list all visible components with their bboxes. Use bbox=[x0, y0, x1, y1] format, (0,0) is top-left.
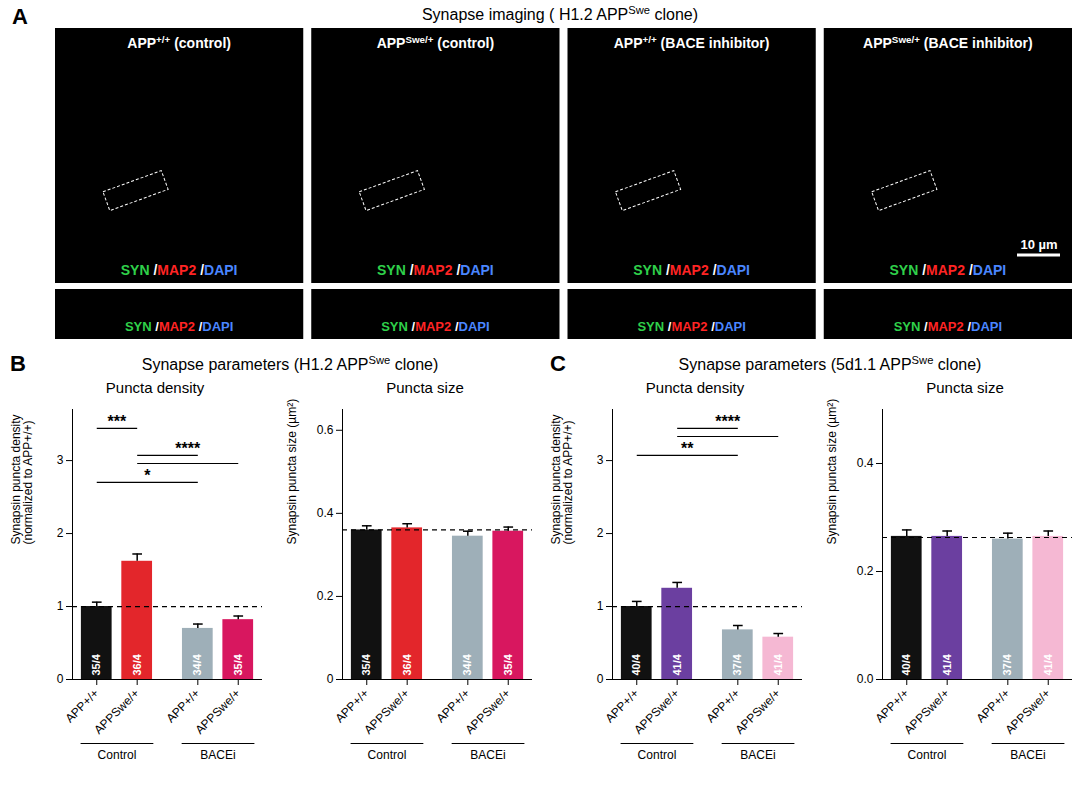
svg-text:SYN /MAP2 /DAPI: SYN /MAP2 /DAPI bbox=[381, 319, 489, 334]
svg-text:0.4: 0.4 bbox=[857, 456, 874, 470]
svg-text:BACEi: BACEi bbox=[200, 748, 235, 762]
html-text:Puncta density: Puncta density bbox=[105, 379, 205, 396]
svg-text:3: 3 bbox=[57, 453, 64, 467]
svg-text:37/4: 37/4 bbox=[731, 653, 743, 675]
svg-text:0: 0 bbox=[597, 672, 604, 686]
svg-text:Synapse imaging ( H1.2 APPSwe: Synapse imaging ( H1.2 APPSwe clone) bbox=[422, 4, 698, 23]
svg-text:41/4: 41/4 bbox=[671, 653, 683, 675]
svg-text:1: 1 bbox=[597, 599, 604, 613]
svg-text:2: 2 bbox=[597, 526, 604, 540]
svg-text:SYN /MAP2 /DAPI: SYN /MAP2 /DAPI bbox=[121, 262, 238, 278]
html-text:Puncta density: Puncta density bbox=[645, 379, 745, 396]
svg-text:36/4: 36/4 bbox=[131, 653, 143, 675]
html-text:B: B bbox=[10, 351, 26, 376]
svg-text:APPSwe/+: APPSwe/+ bbox=[631, 686, 682, 737]
svg-text:APP+/+: APP+/+ bbox=[433, 686, 472, 725]
svg-text:Control: Control bbox=[98, 748, 137, 762]
svg-text:APPSwe/+ (BACE inhibitor): APPSwe/+ (BACE inhibitor) bbox=[863, 34, 1033, 52]
svg-text:APP+/+: APP+/+ bbox=[332, 686, 371, 725]
svg-text:0: 0 bbox=[327, 672, 334, 686]
svg-text:34/4: 34/4 bbox=[191, 653, 203, 675]
svg-text:36/4: 36/4 bbox=[401, 653, 413, 675]
svg-text:APP+/+ (BACE inhibitor): APP+/+ (BACE inhibitor) bbox=[614, 34, 770, 52]
html-text:Synapse parameters (H1.2 APPSw: Synapse parameters (H1.2 APPSweclone) bbox=[141, 353, 439, 374]
svg-text:35/4: 35/4 bbox=[232, 653, 244, 675]
svg-text:BACEi: BACEi bbox=[1010, 748, 1045, 762]
svg-text:APPSwe/+: APPSwe/+ bbox=[91, 686, 142, 737]
svg-text:Control: Control bbox=[638, 748, 677, 762]
svg-text:A: A bbox=[12, 4, 28, 29]
svg-text:41/4: 41/4 bbox=[1042, 653, 1054, 675]
svg-text:0.0: 0.0 bbox=[857, 672, 874, 686]
svg-text:APP+/+: APP+/+ bbox=[973, 686, 1012, 725]
svg-text:35/4: 35/4 bbox=[502, 653, 514, 675]
svg-text:APP+/+: APP+/+ bbox=[703, 686, 742, 725]
svg-text:0.2: 0.2 bbox=[857, 564, 874, 578]
svg-text:APP+/+: APP+/+ bbox=[872, 686, 911, 725]
svg-text:APP+/+: APP+/+ bbox=[163, 686, 202, 725]
svg-text:0.4: 0.4 bbox=[317, 506, 334, 520]
svg-text:APPSwe/+: APPSwe/+ bbox=[361, 686, 412, 737]
svg-text:***: *** bbox=[108, 413, 127, 430]
svg-text:Synapsin puncta density(normal: Synapsin puncta density(normalized to AP… bbox=[9, 414, 35, 544]
svg-text:SYN /MAP2 /DAPI: SYN /MAP2 /DAPI bbox=[633, 262, 750, 278]
svg-text:SYN /MAP2 /DAPI: SYN /MAP2 /DAPI bbox=[894, 319, 1002, 334]
svg-text:BACEi: BACEi bbox=[740, 748, 775, 762]
svg-text:****: **** bbox=[715, 413, 741, 430]
svg-text:0.6: 0.6 bbox=[317, 423, 334, 437]
html-text:C: C bbox=[550, 351, 566, 376]
svg-text:APPSwe/+: APPSwe/+ bbox=[901, 686, 952, 737]
svg-text:0.2: 0.2 bbox=[317, 589, 334, 603]
svg-text:SYN /MAP2 /DAPI: SYN /MAP2 /DAPI bbox=[125, 319, 233, 334]
svg-text:Control: Control bbox=[908, 748, 947, 762]
svg-text:*: * bbox=[144, 467, 151, 484]
svg-text:SYN /MAP2 /DAPI: SYN /MAP2 /DAPI bbox=[637, 319, 745, 334]
svg-text:0: 0 bbox=[57, 672, 64, 686]
html-text:Puncta size: Puncta size bbox=[386, 379, 464, 396]
svg-text:Control: Control bbox=[368, 748, 407, 762]
svg-text:35/4: 35/4 bbox=[90, 653, 102, 675]
svg-text:****: **** bbox=[175, 440, 201, 457]
svg-text:APPSwe/+ (control): APPSwe/+ (control) bbox=[377, 34, 495, 52]
svg-text:SYN /MAP2 /DAPI: SYN /MAP2 /DAPI bbox=[890, 262, 1007, 278]
html-text:Synapse parameters (5d1.1 APPS: Synapse parameters (5d1.1 APPSweclone) bbox=[678, 353, 982, 374]
svg-text:2: 2 bbox=[57, 526, 64, 540]
svg-text:Synapsin puncta size (µm²): Synapsin puncta size (µm²) bbox=[825, 399, 839, 545]
svg-text:APPSwe/+: APPSwe/+ bbox=[192, 686, 243, 737]
svg-text:41/4: 41/4 bbox=[941, 653, 953, 675]
svg-text:35/4: 35/4 bbox=[360, 653, 372, 675]
svg-text:1: 1 bbox=[57, 599, 64, 613]
svg-text:APP+/+ (control): APP+/+ (control) bbox=[127, 34, 231, 52]
svg-text:41/4: 41/4 bbox=[772, 653, 784, 675]
svg-text:APPSwe/+: APPSwe/+ bbox=[1002, 686, 1053, 737]
svg-text:APP+/+: APP+/+ bbox=[62, 686, 101, 725]
svg-text:40/4: 40/4 bbox=[630, 653, 642, 675]
svg-text:APP+/+: APP+/+ bbox=[602, 686, 641, 725]
svg-text:Synapsin puncta size (µm²): Synapsin puncta size (µm²) bbox=[285, 399, 299, 545]
svg-text:34/4: 34/4 bbox=[461, 653, 473, 675]
svg-text:BACEi: BACEi bbox=[470, 748, 505, 762]
svg-text:40/4: 40/4 bbox=[900, 653, 912, 675]
svg-text:APPSwe/+: APPSwe/+ bbox=[462, 686, 513, 737]
html-text:Puncta size: Puncta size bbox=[926, 379, 1004, 396]
svg-text:APPSwe/+: APPSwe/+ bbox=[732, 686, 783, 737]
svg-text:SYN /MAP2 /DAPI: SYN /MAP2 /DAPI bbox=[377, 262, 494, 278]
svg-text:3: 3 bbox=[597, 453, 604, 467]
svg-text:10 µm: 10 µm bbox=[1020, 237, 1057, 252]
svg-text:37/4: 37/4 bbox=[1001, 653, 1013, 675]
svg-text:Synapsin puncta density(normal: Synapsin puncta density(normalized to AP… bbox=[549, 414, 575, 544]
svg-text:**: ** bbox=[681, 440, 694, 457]
